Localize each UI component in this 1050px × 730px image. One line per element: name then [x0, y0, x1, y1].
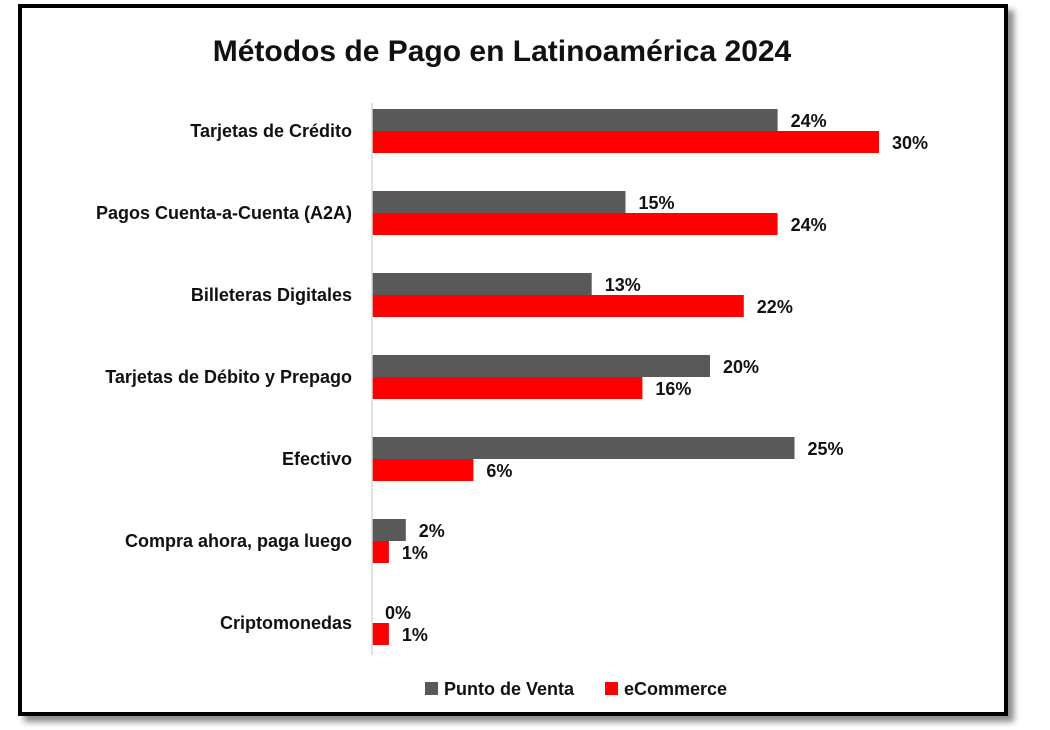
data-label-ecommerce-compra-ahora-paga-luego: 1%: [402, 543, 428, 563]
legend-label-ecommerce: eCommerce: [624, 679, 727, 699]
bar-punto-de-venta-pagos-cuenta-a-cuenta-a2a: [372, 191, 626, 213]
legend: Punto de Venta eCommerce: [425, 679, 727, 699]
data-label-ecommerce-tarjetas-de-credito: 30%: [892, 133, 928, 153]
data-label-punto-de-venta-billeteras-digitales: 13%: [605, 275, 641, 295]
data-label-ecommerce-pagos-cuenta-a-cuenta-a2a: 24%: [791, 215, 827, 235]
legend-swatch-ecommerce: [605, 682, 618, 695]
data-label-punto-de-venta-tarjetas-de-credito: 24%: [791, 111, 827, 131]
data-label-punto-de-venta-criptomonedas: 0%: [385, 603, 411, 623]
bar-punto-de-venta-billeteras-digitales: [372, 273, 592, 295]
legend-swatch-punto-de-venta: [425, 682, 438, 695]
data-label-ecommerce-criptomonedas: 1%: [402, 625, 428, 645]
category-label-billeteras-digitales: Billeteras Digitales: [191, 285, 352, 305]
category-label-compra-ahora-paga-luego: Compra ahora, paga luego: [125, 531, 352, 551]
bar-punto-de-venta-tarjetas-de-credito: [372, 109, 778, 131]
data-label-punto-de-venta-efectivo: 25%: [808, 439, 844, 459]
bar-punto-de-venta-efectivo: [372, 437, 795, 459]
category-label-tarjetas-de-debito-y-prepago: Tarjetas de Débito y Prepago: [105, 367, 352, 387]
category-label-efectivo: Efectivo: [282, 449, 352, 469]
bar-ecommerce-pagos-cuenta-a-cuenta-a2a: [372, 213, 778, 235]
bar-ecommerce-tarjetas-de-credito: [372, 131, 879, 153]
bar-ecommerce-efectivo: [372, 459, 474, 481]
chart-frame: Métodos de Pago en Latinoamérica 2024 Ta…: [18, 4, 1008, 716]
bar-punto-de-venta-compra-ahora-paga-luego: [372, 519, 406, 541]
data-label-punto-de-venta-compra-ahora-paga-luego: 2%: [419, 521, 445, 541]
bar-punto-de-venta-tarjetas-de-debito-y-prepago: [372, 355, 710, 377]
category-label-pagos-cuenta-a-cuenta-a2a: Pagos Cuenta-a-Cuenta (A2A): [96, 203, 352, 223]
bar-ecommerce-tarjetas-de-debito-y-prepago: [372, 377, 643, 399]
bar-ecommerce-compra-ahora-paga-luego: [372, 541, 389, 563]
category-label-tarjetas-de-credito: Tarjetas de Crédito: [190, 121, 352, 141]
bar-ecommerce-criptomonedas: [372, 623, 389, 645]
legend-label-punto-de-venta: Punto de Venta: [444, 679, 575, 699]
data-label-ecommerce-efectivo: 6%: [486, 461, 512, 481]
bars-layer: Tarjetas de Crédito 24% 30% Pagos Cuenta-a-…: [96, 109, 928, 645]
category-label-criptomonedas: Criptomonedas: [220, 613, 352, 633]
chart-title: Métodos de Pago en Latinoamérica 2024: [213, 35, 792, 68]
data-label-ecommerce-billeteras-digitales: 22%: [757, 297, 793, 317]
data-label-punto-de-venta-pagos-cuenta-a-cuenta-a2a: 15%: [639, 193, 675, 213]
bar-chart: Métodos de Pago en Latinoamérica 2024 Ta…: [96, 35, 928, 699]
data-label-ecommerce-tarjetas-de-debito-y-prepago: 16%: [655, 379, 691, 399]
data-label-punto-de-venta-tarjetas-de-debito-y-prepago: 20%: [723, 357, 759, 377]
bar-ecommerce-billeteras-digitales: [372, 295, 744, 317]
